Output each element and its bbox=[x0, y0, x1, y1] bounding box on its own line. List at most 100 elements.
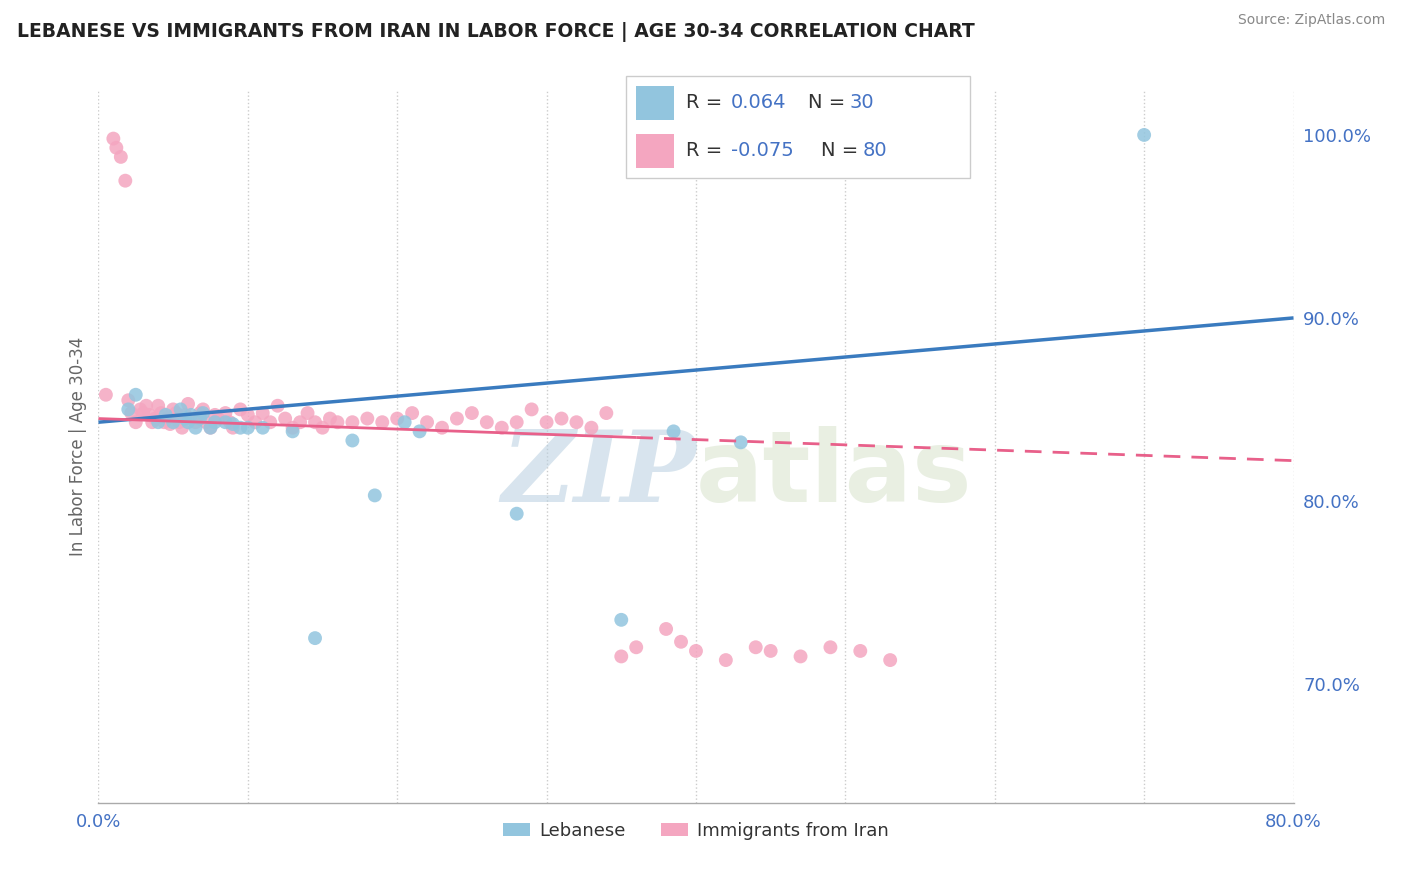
Legend: Lebanese, Immigrants from Iran: Lebanese, Immigrants from Iran bbox=[495, 815, 897, 847]
Text: N =: N = bbox=[808, 93, 852, 112]
Point bbox=[685, 644, 707, 658]
Point bbox=[114, 174, 136, 188]
Point bbox=[167, 415, 190, 429]
Point bbox=[129, 402, 152, 417]
Text: R =: R = bbox=[686, 141, 728, 161]
Point bbox=[730, 435, 752, 450]
Text: R =: R = bbox=[686, 93, 728, 112]
Point bbox=[110, 150, 132, 164]
Point bbox=[180, 408, 202, 422]
Point bbox=[506, 507, 529, 521]
Point bbox=[430, 420, 453, 434]
Point bbox=[222, 417, 245, 431]
Point bbox=[200, 420, 222, 434]
Point bbox=[491, 420, 513, 434]
Point bbox=[342, 434, 364, 448]
Point bbox=[117, 393, 139, 408]
Point bbox=[274, 411, 297, 425]
Point bbox=[759, 644, 782, 658]
Point bbox=[162, 415, 184, 429]
Point bbox=[191, 402, 214, 417]
Point bbox=[789, 649, 811, 664]
Point bbox=[385, 411, 409, 425]
Text: N =: N = bbox=[821, 141, 865, 161]
Point bbox=[174, 408, 197, 422]
Point bbox=[222, 420, 245, 434]
Point bbox=[326, 415, 349, 429]
Y-axis label: In Labor Force | Age 30-34: In Labor Force | Age 30-34 bbox=[69, 336, 87, 556]
Point bbox=[200, 420, 222, 434]
Point bbox=[219, 415, 242, 429]
Point bbox=[184, 420, 207, 434]
Text: 80: 80 bbox=[863, 141, 887, 161]
Point bbox=[820, 640, 842, 655]
Point bbox=[165, 406, 187, 420]
Point bbox=[162, 402, 184, 417]
Point bbox=[475, 415, 498, 429]
Text: 30: 30 bbox=[849, 93, 875, 112]
Point bbox=[356, 411, 378, 425]
Point bbox=[849, 644, 872, 658]
Point bbox=[191, 406, 214, 420]
Bar bbox=[636, 135, 673, 168]
Point bbox=[236, 420, 259, 434]
Text: -0.075: -0.075 bbox=[731, 141, 793, 161]
Point bbox=[120, 406, 142, 420]
Point bbox=[669, 634, 692, 648]
Point bbox=[180, 411, 202, 425]
Point bbox=[581, 420, 603, 434]
Point bbox=[394, 415, 416, 429]
Point bbox=[536, 415, 558, 429]
Point bbox=[188, 406, 211, 420]
Point bbox=[342, 415, 364, 429]
Text: LEBANESE VS IMMIGRANTS FROM IRAN IN LABOR FORCE | AGE 30-34 CORRELATION CHART: LEBANESE VS IMMIGRANTS FROM IRAN IN LABO… bbox=[17, 22, 974, 42]
Point bbox=[1133, 128, 1156, 142]
Point bbox=[169, 402, 191, 417]
Point bbox=[281, 425, 304, 439]
Point bbox=[229, 402, 252, 417]
Point bbox=[94, 388, 117, 402]
Point bbox=[117, 402, 139, 417]
Text: Source: ZipAtlas.com: Source: ZipAtlas.com bbox=[1237, 13, 1385, 28]
Point bbox=[506, 415, 529, 429]
Point bbox=[143, 411, 166, 425]
Point bbox=[371, 415, 394, 429]
Point bbox=[150, 406, 173, 420]
Point bbox=[252, 406, 274, 420]
Text: 0.064: 0.064 bbox=[731, 93, 786, 112]
Point bbox=[132, 406, 155, 420]
Point bbox=[153, 415, 176, 429]
Point bbox=[408, 425, 430, 439]
Text: ZIP: ZIP bbox=[501, 426, 696, 523]
Point bbox=[281, 420, 304, 434]
Point bbox=[304, 631, 326, 645]
Point bbox=[148, 415, 170, 429]
Point bbox=[207, 411, 229, 425]
Point bbox=[138, 408, 160, 422]
Point bbox=[610, 649, 633, 664]
Point bbox=[550, 411, 572, 425]
Point bbox=[204, 408, 226, 422]
Point bbox=[105, 141, 128, 155]
Point bbox=[229, 420, 252, 434]
Point bbox=[184, 415, 207, 429]
Point bbox=[610, 613, 633, 627]
Point bbox=[156, 411, 179, 425]
Point bbox=[461, 406, 484, 420]
Bar bbox=[636, 87, 673, 120]
Point bbox=[159, 417, 181, 431]
Point bbox=[311, 420, 333, 434]
Point bbox=[245, 415, 267, 429]
Point bbox=[155, 408, 177, 422]
Point bbox=[177, 415, 200, 429]
Point bbox=[401, 406, 423, 420]
Point bbox=[304, 415, 326, 429]
Point bbox=[520, 402, 543, 417]
Point bbox=[879, 653, 901, 667]
Point bbox=[288, 415, 311, 429]
Point bbox=[267, 399, 290, 413]
Point bbox=[745, 640, 768, 655]
Point bbox=[297, 406, 319, 420]
Point bbox=[125, 388, 148, 402]
Point bbox=[125, 415, 148, 429]
